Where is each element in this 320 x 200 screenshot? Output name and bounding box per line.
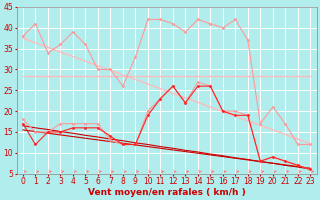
X-axis label: Vent moyen/en rafales ( km/h ): Vent moyen/en rafales ( km/h ) — [88, 188, 245, 197]
